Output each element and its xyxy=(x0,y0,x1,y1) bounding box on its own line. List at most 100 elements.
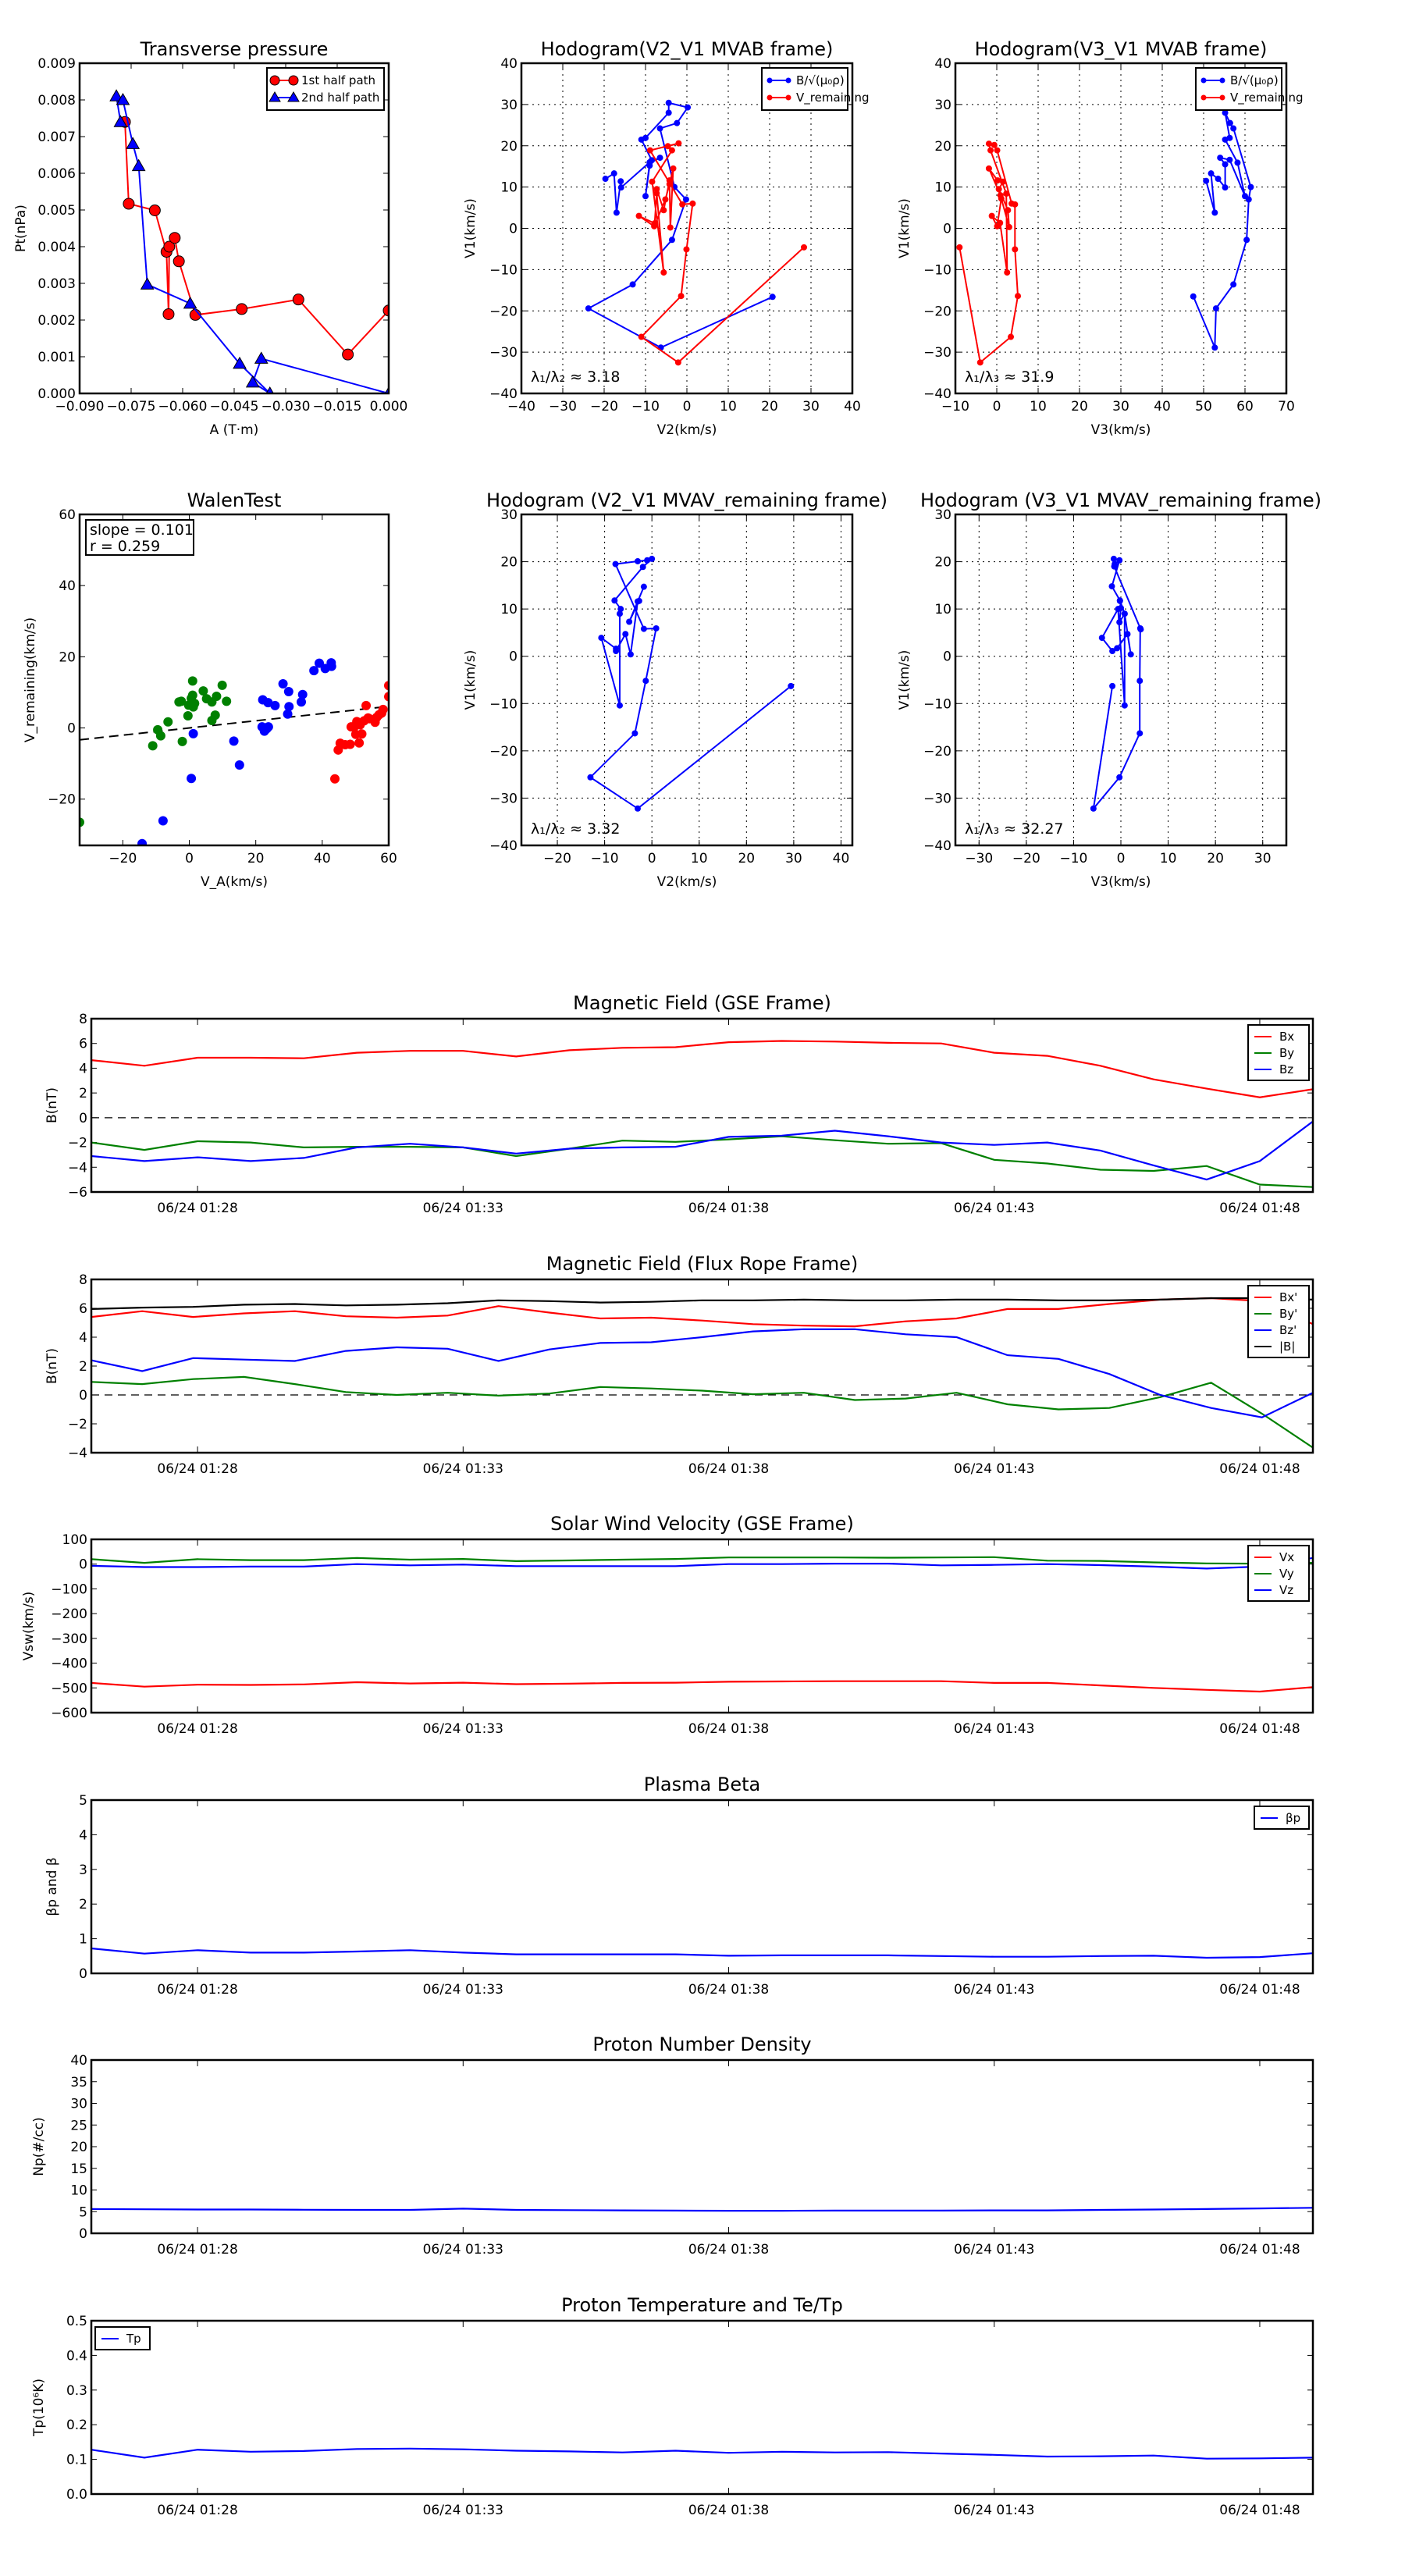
data-point xyxy=(656,125,663,132)
data-point xyxy=(173,255,185,268)
data-point xyxy=(613,209,620,216)
time-tick-label: 06/24 01:38 xyxy=(688,1201,769,1216)
data-point xyxy=(1226,119,1233,126)
data-point xyxy=(109,89,123,101)
legend-label: βp xyxy=(1286,1811,1300,1825)
chart-title: Hodogram (V3_V1 MVAV_remaining frame) xyxy=(920,489,1321,511)
data-point xyxy=(995,186,1002,193)
chart-title: Magnetic Field (GSE Frame) xyxy=(573,992,831,1014)
x-tick-label: 50 xyxy=(1195,399,1212,415)
data-point xyxy=(1226,156,1233,163)
data-point xyxy=(1008,200,1016,207)
x-tick-label: 0 xyxy=(185,851,194,866)
y-tick-label: 40 xyxy=(70,2053,87,2069)
data-point xyxy=(656,155,663,162)
data-point xyxy=(148,204,161,216)
chart-hodogram-v3v1-mvav: −30 −20 −10 0 10 20 30 −40 −30 −20 −10 0 10 20 30 V3(km… xyxy=(897,489,1321,890)
chart-title: Proton Number Density xyxy=(592,2033,811,2055)
x-tick-label: −0.030 xyxy=(261,399,311,415)
y-axis-label: V_remaining(km/s) xyxy=(23,617,38,742)
y-tick-label: −30 xyxy=(923,345,951,361)
data-point xyxy=(169,232,181,244)
plot-frame xyxy=(90,2058,1314,2235)
plot-area xyxy=(587,555,795,812)
time-tick-label: 06/24 01:48 xyxy=(1219,2242,1300,2258)
y-tick-label: 30 xyxy=(70,2097,87,2112)
y-tick-label: 40 xyxy=(500,56,518,72)
data-point xyxy=(188,728,198,738)
y-tick-label: 0.006 xyxy=(37,166,76,182)
legend-label: By xyxy=(1279,1046,1294,1060)
y-tick-label: 0 xyxy=(79,1557,87,1573)
time-tick-label: 06/24 01:28 xyxy=(157,2242,237,2258)
y-tick-label: 6 xyxy=(79,1037,87,1052)
y-axis-label: B(nT) xyxy=(44,1348,60,1384)
data-point xyxy=(670,165,677,172)
y-tick-label: 5 xyxy=(79,1793,87,1809)
series-line-bz xyxy=(91,1120,1314,1181)
x-tick-label: 40 xyxy=(833,851,850,866)
series-line-by xyxy=(91,1135,1314,1188)
y-tick-label: 40 xyxy=(934,56,951,72)
x-tick-label: −0.015 xyxy=(313,399,362,415)
y-axis-label: V1(km/s) xyxy=(463,650,478,710)
data-point xyxy=(1012,246,1019,253)
data-point xyxy=(587,774,594,781)
data-point xyxy=(309,666,319,676)
x-tick-label: −20 xyxy=(543,851,571,866)
series-line-np xyxy=(91,2207,1314,2212)
data-point xyxy=(245,375,260,388)
y-tick-label: 2 xyxy=(79,1897,87,1912)
legend-label: Tp xyxy=(126,2332,141,2346)
y-axis-label: V1(km/s) xyxy=(463,198,478,258)
x-tick-label: 60 xyxy=(1236,399,1254,415)
data-point xyxy=(635,805,642,812)
x-tick-label: 30 xyxy=(1112,399,1129,415)
time-tick-label: 06/24 01:38 xyxy=(688,1461,769,1477)
data-point xyxy=(617,184,624,191)
x-tick-label: 30 xyxy=(1254,851,1272,866)
x-tick-label: 40 xyxy=(1154,399,1171,415)
data-point xyxy=(611,597,618,604)
time-tick-label: 06/24 01:38 xyxy=(688,1982,769,1998)
data-point xyxy=(177,736,187,746)
data-point xyxy=(635,212,642,219)
data-point xyxy=(384,681,389,691)
data-point xyxy=(616,702,623,709)
eigenvalue-ratio-annotation: λ₁/λ₂ ≈ 3.32 xyxy=(531,820,620,838)
data-point xyxy=(674,119,681,126)
y-tick-label: −20 xyxy=(489,744,518,760)
data-point xyxy=(1003,190,1010,197)
data-point xyxy=(140,277,155,290)
data-point xyxy=(1137,626,1144,633)
data-point xyxy=(1098,635,1105,642)
legend-marker xyxy=(785,77,791,84)
data-point xyxy=(994,147,1001,154)
y-tick-label: 0.005 xyxy=(37,203,76,219)
y-tick-label: 0.002 xyxy=(37,313,76,329)
legend-marker xyxy=(1219,77,1225,84)
data-point xyxy=(665,109,672,116)
data-point xyxy=(1222,109,1229,116)
data-point xyxy=(1004,269,1011,276)
data-point xyxy=(635,557,642,564)
y-axis-label: Vsw(km/s) xyxy=(21,1592,37,1661)
chart-title: Magnetic Field (Flux Rope Frame) xyxy=(546,1253,858,1275)
y-tick-label: −600 xyxy=(51,1706,87,1721)
data-point xyxy=(1136,678,1144,685)
y-tick-label: −300 xyxy=(51,1631,87,1647)
y-tick-label: 0 xyxy=(79,1388,87,1404)
y-tick-label: 4 xyxy=(79,1330,87,1346)
stats-box xyxy=(85,519,194,556)
y-tick-label: −20 xyxy=(923,304,951,319)
data-point xyxy=(991,141,998,148)
legend-label: By' xyxy=(1279,1307,1297,1321)
data-point xyxy=(378,704,388,714)
data-point xyxy=(361,700,372,710)
data-point xyxy=(666,177,673,184)
x-tick-label: 10 xyxy=(1160,851,1177,866)
data-point xyxy=(682,196,689,203)
x-tick-label: 0 xyxy=(648,851,656,866)
data-point xyxy=(233,356,247,369)
